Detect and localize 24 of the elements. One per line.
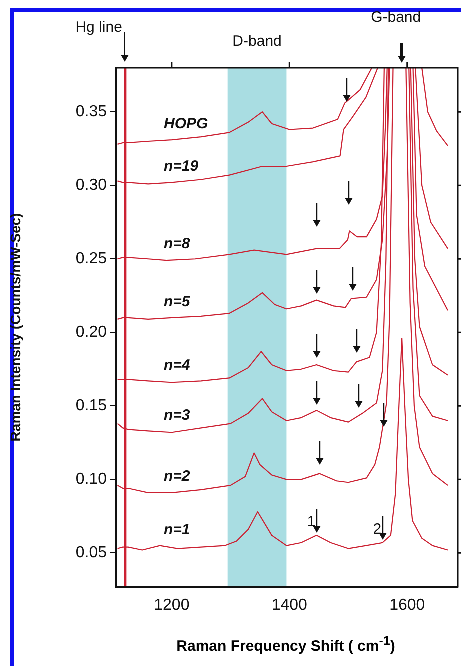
y-tick-label: 0.10 xyxy=(76,471,108,488)
x-tick-label: 1200 xyxy=(154,597,190,614)
ref-line-label: Hg line xyxy=(76,19,122,36)
x-tick-label: 1600 xyxy=(390,597,426,614)
y-tick-label: 0.05 xyxy=(76,544,108,562)
annotation: 1 xyxy=(307,514,316,531)
band-label: D-band xyxy=(232,33,282,50)
series-label: n=5 xyxy=(164,293,191,310)
y-tick-label: 0.35 xyxy=(76,104,108,121)
x-axis-title: Raman Frequency Shift ( cm$^{-1}$) xyxy=(176,634,396,655)
text: G-band xyxy=(371,9,422,26)
series-label: n=1 xyxy=(164,521,190,538)
y-tick-label: 0.30 xyxy=(76,177,108,194)
series-label: HOPG xyxy=(164,116,209,133)
series-label: n=3 xyxy=(164,407,191,424)
series-label: n=8 xyxy=(164,235,191,252)
y-tick-label: 0.15 xyxy=(76,398,108,415)
y-axis-title: Raman Intensity (Counts/mW-Sec) xyxy=(7,213,24,442)
y-tick-label: 0.20 xyxy=(76,324,108,342)
series-label: n=4 xyxy=(164,357,191,374)
y-tick-label: 0.25 xyxy=(76,250,108,268)
series-label: n=19 xyxy=(164,158,200,176)
series-label: n=2 xyxy=(164,468,191,485)
x-tick-label: 1400 xyxy=(272,597,308,614)
